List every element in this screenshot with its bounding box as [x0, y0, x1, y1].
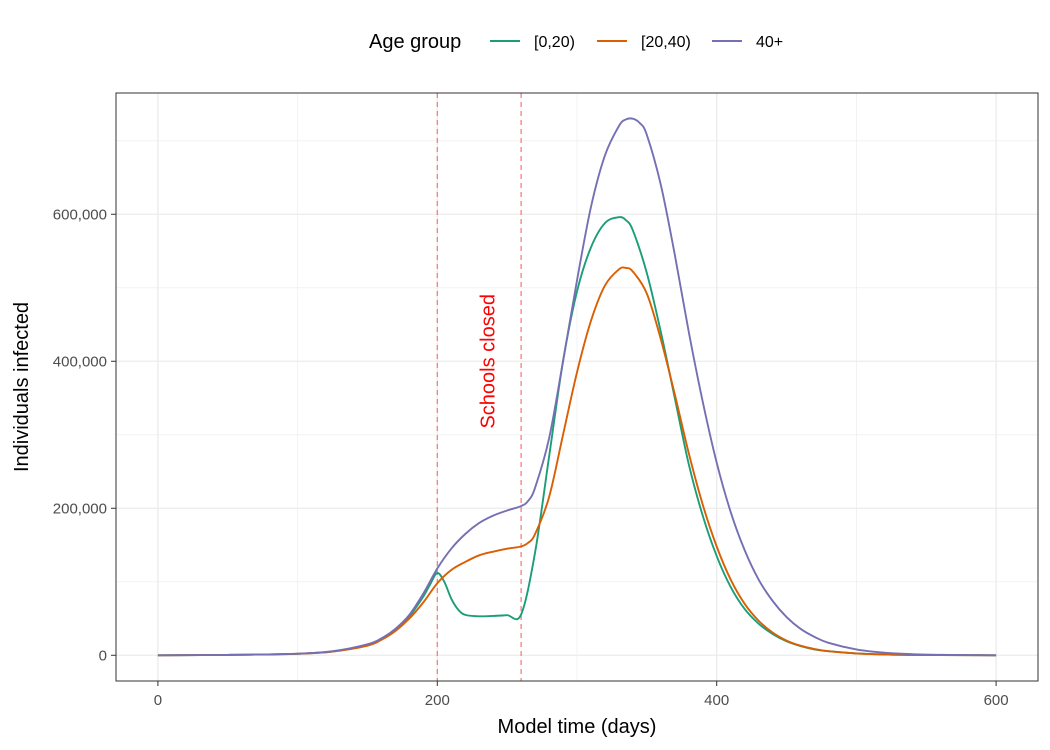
x-tick-label: 600: [984, 692, 1009, 709]
series-lines: [157, 117, 997, 657]
series-line-2: [157, 117, 997, 657]
legend-label-2: 40+: [756, 34, 783, 51]
series-line-1: [157, 266, 997, 657]
panel-border: [115, 92, 1039, 682]
y-tick-label: 400,000: [53, 353, 107, 370]
x-axis-title: Model time (days): [498, 716, 657, 738]
legend: Age group [0,20) [20,40) 40+: [369, 31, 783, 53]
annotation-schools-closed: Schools closed: [477, 294, 499, 429]
x-tick-label: 0: [154, 692, 162, 709]
y-axis-title: Individuals infected: [11, 302, 33, 472]
x-tick-label: 400: [704, 692, 729, 709]
y-tick-label: 600,000: [53, 206, 107, 223]
y-axis-ticks: 0 200,000 400,000 600,000: [53, 206, 116, 664]
y-tick-label: 200,000: [53, 500, 107, 517]
legend-label-1: [20,40): [641, 34, 691, 51]
y-tick-label: 0: [99, 647, 107, 664]
x-tick-label: 200: [425, 692, 450, 709]
x-axis-ticks: 0 200 400 600: [154, 681, 1009, 709]
grid: [116, 93, 1038, 681]
legend-label-0: [0,20): [534, 34, 575, 51]
legend-title: Age group: [369, 31, 461, 53]
